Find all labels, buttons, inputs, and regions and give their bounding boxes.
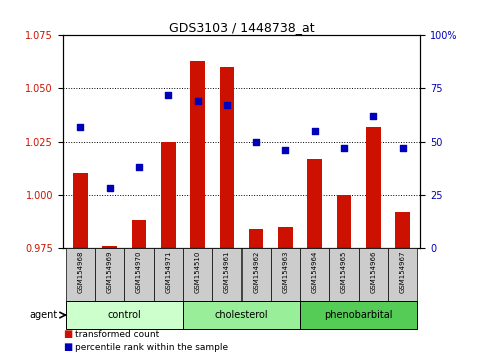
Bar [337,195,351,248]
Text: GSM154971: GSM154971 [165,251,171,293]
Text: GSM154969: GSM154969 [107,251,113,293]
Text: GSM154963: GSM154963 [283,251,288,293]
Bar [242,248,271,301]
Point [311,128,319,134]
Point [340,145,348,151]
Text: GSM154967: GSM154967 [399,251,406,293]
Text: ■: ■ [63,329,72,339]
Bar [161,142,176,248]
Point [369,113,377,119]
Point [76,124,84,130]
Bar [124,248,154,301]
Bar [95,248,124,301]
Point [223,103,231,108]
Text: GSM154970: GSM154970 [136,251,142,293]
Text: GSM154966: GSM154966 [370,251,376,293]
Bar [329,248,359,301]
Text: GSM154962: GSM154962 [253,251,259,293]
Point [194,98,201,104]
Bar [249,229,263,248]
Text: cholesterol: cholesterol [214,310,269,320]
Bar [183,301,300,329]
Bar [102,246,117,248]
Point [252,139,260,144]
Bar [359,248,388,301]
Bar [307,159,322,248]
Bar [278,227,293,248]
Text: ■: ■ [63,342,72,352]
Text: phenobarbital: phenobarbital [325,310,393,320]
Bar [300,301,417,329]
Bar [212,248,242,301]
Text: GSM154964: GSM154964 [312,251,318,293]
Bar [154,248,183,301]
Text: transformed count: transformed count [75,330,159,339]
Bar [300,248,329,301]
Point [164,92,172,98]
Bar [388,248,417,301]
Text: GSM154510: GSM154510 [195,251,200,293]
Bar [73,173,88,248]
Text: GSM154965: GSM154965 [341,251,347,293]
Bar [132,220,146,248]
Bar [395,212,410,248]
Text: GSM154961: GSM154961 [224,251,230,293]
Text: control: control [107,310,141,320]
Text: agent: agent [30,310,58,320]
Bar [366,127,381,248]
Point [399,145,407,151]
Bar [190,61,205,248]
Title: GDS3103 / 1448738_at: GDS3103 / 1448738_at [169,21,314,34]
Point [135,164,143,170]
Bar [66,248,95,301]
Bar [271,248,300,301]
Bar [183,248,212,301]
Text: GSM154968: GSM154968 [77,251,84,293]
Bar [220,67,234,248]
Text: percentile rank within the sample: percentile rank within the sample [75,343,228,352]
Point [106,185,114,191]
Point [282,147,289,153]
Bar [66,301,183,329]
